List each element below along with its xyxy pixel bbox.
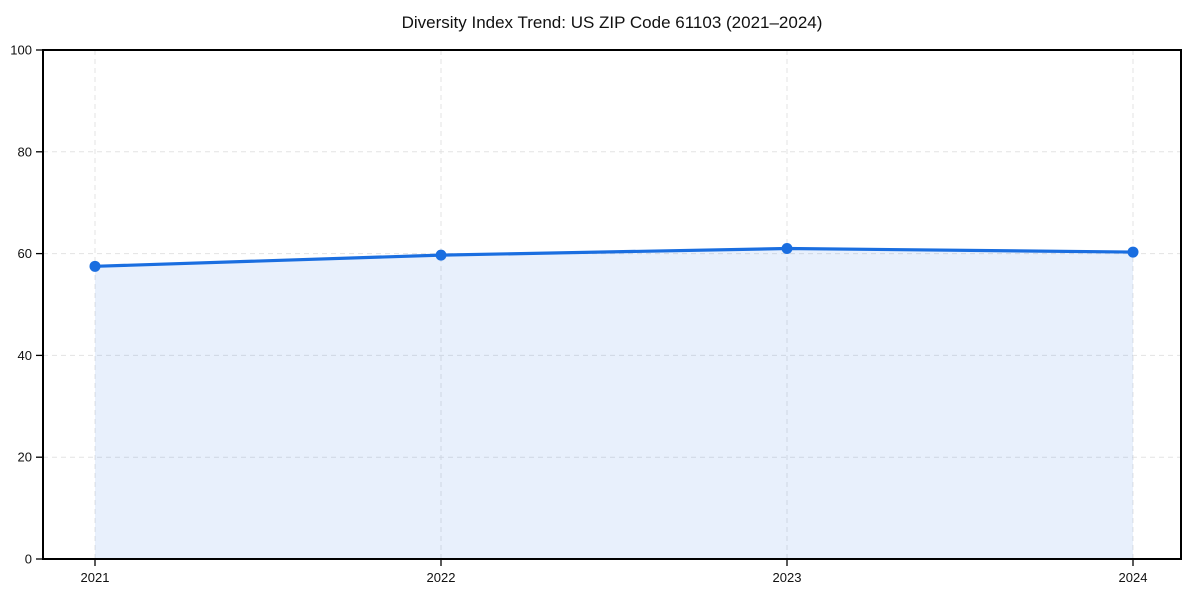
x-tick-label-2022: 2022 [427,570,456,585]
y-tick-label-20: 20 [18,450,32,465]
area-fill [95,248,1133,559]
y-tick-label-0: 0 [25,552,32,567]
x-tick-label-2021: 2021 [81,570,110,585]
data-point-2022 [435,249,447,261]
x-tick-label-2023: 2023 [773,570,802,585]
x-tick-label-2024: 2024 [1119,570,1148,585]
y-tick-label-100: 100 [10,43,32,58]
trend-line [93,246,1135,268]
plot-frame [42,49,1182,560]
chart-title: Diversity Index Trend: US ZIP Code 61103… [401,13,823,32]
y-tick-label-40: 40 [18,348,32,363]
y-tick-label-60: 60 [18,246,32,261]
data-point-2021 [89,260,101,272]
data-point-2023 [781,243,793,255]
data-point-2024 [1127,246,1139,258]
y-tick-label-80: 80 [18,144,32,159]
